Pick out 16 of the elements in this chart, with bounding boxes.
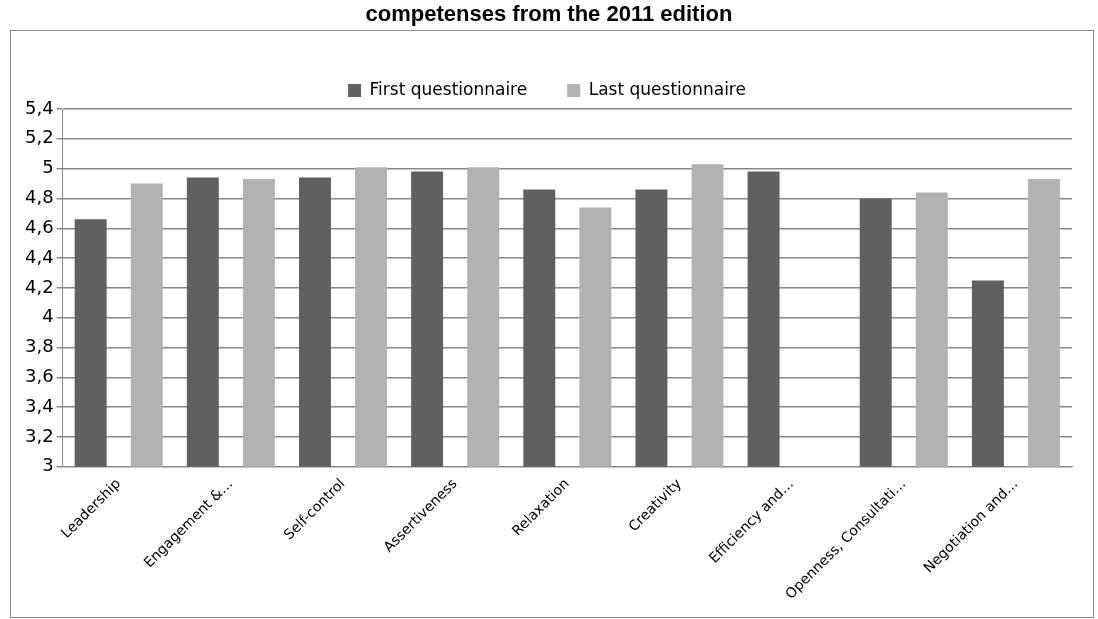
legend-label: Last questionnaire (588, 78, 746, 99)
y-tick-label: 3,4 (24, 394, 54, 416)
y-tick-label: 5,2 (24, 126, 54, 148)
y-tick-label: 3,6 (24, 365, 54, 387)
y-tick-label: 4,4 (24, 245, 54, 267)
y-tick-label: 4,2 (24, 275, 54, 297)
legend-label: First questionnaire (369, 78, 528, 99)
y-tick-label: 4,8 (24, 186, 54, 208)
chart-title: competenses from the 2011 edition (0, 1, 1098, 26)
y-tick-label: 3,2 (24, 424, 54, 446)
y-tick-label: 4 (42, 305, 54, 327)
y-tick-label: 3 (42, 454, 54, 476)
y-tick-label: 3,8 (24, 335, 54, 357)
y-tick-label: 4,6 (24, 215, 54, 237)
y-tick-label: 5 (42, 156, 54, 178)
y-tick-label: 5,4 (24, 96, 54, 118)
